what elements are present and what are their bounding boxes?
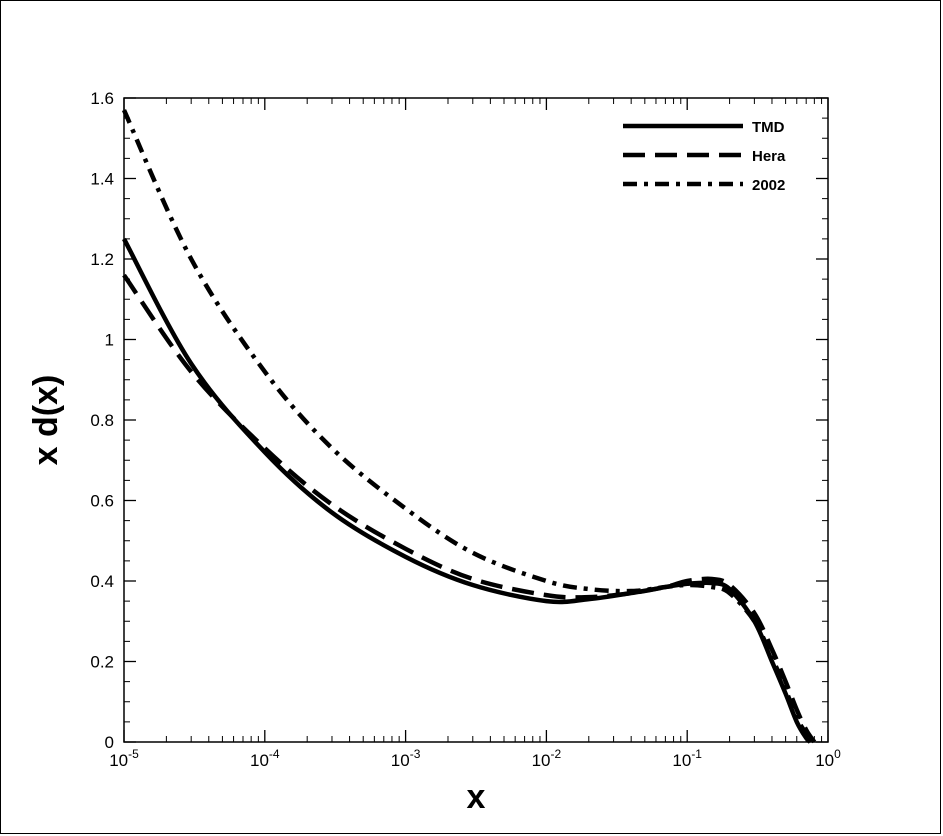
x-tick-label: 100: [815, 747, 841, 770]
series-line-hera: [122, 273, 817, 744]
x-tick-label: 10-5: [109, 747, 139, 770]
series-line-2002: [121, 109, 813, 744]
legend-label-hera: Hera: [752, 148, 786, 165]
y-axis-ticks: 0 0.2 0.4 0.6 0.8 1 1.2 1.4 1.6: [90, 89, 828, 752]
x-tick-label: 10-4: [250, 747, 280, 770]
y-tick-label: 0: [105, 733, 114, 752]
y-tick-label: 1.2: [90, 250, 114, 269]
y-tick-label: 1: [105, 331, 114, 350]
legend: TMD Hera 2002: [623, 119, 786, 194]
x-axis-ticks: 10-5 10-4 10-3 10-2 10-1 100: [109, 98, 841, 770]
series-lines: [121, 109, 817, 744]
y-tick-label: 0.8: [90, 411, 114, 430]
x-tick-label: 10-1: [672, 747, 702, 770]
y-tick-label: 1.4: [90, 170, 114, 189]
legend-label-tmd: TMD: [752, 119, 785, 136]
plot-area-frame: [123, 97, 829, 743]
y-axis-title: x d(x): [27, 375, 65, 466]
x-axis-title: x: [467, 778, 486, 816]
legend-label-2002: 2002: [752, 177, 785, 194]
x-tick-label: 10-3: [391, 747, 421, 770]
y-tick-label: 0.6: [90, 492, 114, 511]
y-tick-label: 0.4: [90, 572, 114, 591]
y-tick-label: 0.2: [90, 653, 114, 672]
x-tick-label: 10-2: [532, 747, 562, 770]
y-tick-label: 1.6: [90, 89, 114, 108]
